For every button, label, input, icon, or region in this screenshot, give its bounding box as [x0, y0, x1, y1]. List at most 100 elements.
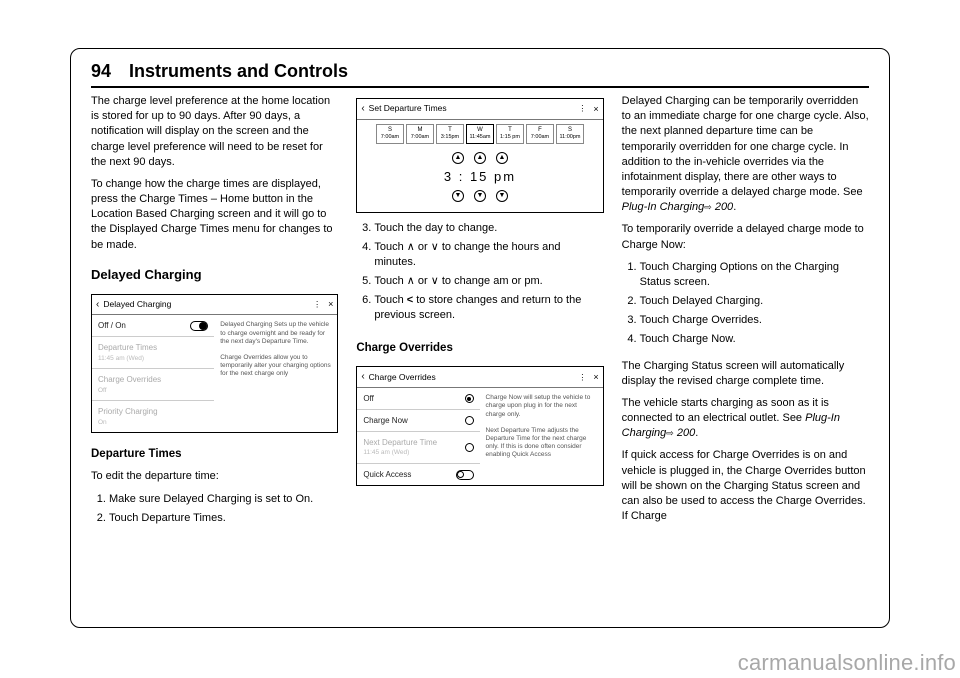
ordered-list: Touch the day to change. Touch ∧ or ∨ to…: [356, 221, 603, 328]
panel-titlebar: ‹ Set Departure Times ⋮ ×: [357, 99, 602, 120]
option-off[interactable]: Off: [357, 388, 479, 410]
page-title: Instruments and Controls: [129, 61, 348, 82]
body-text: To temporarily override a delayed charge…: [622, 222, 869, 252]
option-charge-now[interactable]: Charge Now: [357, 410, 479, 432]
panel-side-text: Charge Now will setup the vehicle to cha…: [480, 388, 603, 485]
day-letter: T: [437, 126, 463, 134]
panel-title: Set Departure Times: [369, 103, 575, 115]
body-text: The charge level preference at the home …: [91, 94, 338, 170]
radio-selected[interactable]: [465, 394, 474, 403]
panel-body: Off Charge Now Next Departure Time 11:45…: [357, 388, 602, 485]
heading-charge-overrides: Charge Overrides: [356, 341, 603, 357]
side-text: Charge Overrides allow you to temporaril…: [220, 354, 331, 378]
body-text: Delayed Charging can be temporarily over…: [622, 94, 869, 215]
watermark: carmanualsonline.info: [738, 650, 956, 676]
ampm-down-icon[interactable]: ▼: [496, 190, 508, 202]
day-cell[interactable]: T3:15pm: [436, 124, 464, 144]
day-time: 1:15 pm: [497, 134, 523, 142]
day-letter: S: [557, 126, 583, 134]
list-item: Touch ∧ or ∨ to change am or pm.: [374, 274, 603, 289]
list-item: Touch ∧ or ∨ to change the hours and min…: [374, 240, 603, 270]
menu-icon[interactable]: ⋮: [313, 299, 320, 310]
side-text: Charge Now will setup the vehicle to cha…: [486, 394, 597, 418]
day-cell[interactable]: T1:15 pm: [496, 124, 524, 144]
back-icon[interactable]: ‹: [361, 102, 364, 116]
day-cell[interactable]: W11:45am: [466, 124, 494, 144]
day-cell[interactable]: S11:00pm: [556, 124, 584, 144]
link-text: Plug-In Charging: [622, 201, 705, 213]
panel-options: Off Charge Now Next Departure Time 11:45…: [357, 388, 479, 485]
ordered-list: Touch Charging Options on the Charging S…: [622, 260, 869, 352]
link-icon: ⇨: [666, 428, 674, 438]
day-selector-row: S7:00amM7:00amT3:15pmW11:45amT1:15 pmF7:…: [357, 120, 602, 146]
close-icon[interactable]: ×: [593, 371, 598, 383]
panel-body: Off / On Departure Times 11:45 am (Wed): [92, 315, 337, 432]
panel-side-text: Delayed Charging Sets up the vehicle to …: [214, 315, 337, 432]
option-next-departure[interactable]: Next Departure Time 11:45 am (Wed): [357, 432, 479, 464]
day-cell[interactable]: M7:00am: [406, 124, 434, 144]
day-time: 11:00pm: [557, 134, 583, 142]
list-item: Touch Delayed Charging.: [640, 294, 869, 309]
minute-up-icon[interactable]: ▲: [474, 152, 486, 164]
menu-icon[interactable]: ⋮: [578, 372, 585, 383]
day-time: 11:45am: [467, 134, 493, 142]
toggle-on[interactable]: [190, 321, 208, 331]
option-sub: Off: [98, 387, 161, 396]
option-label: Off / On: [98, 320, 126, 331]
panel-set-departure-times: ‹ Set Departure Times ⋮ × S7:00amM7:00am…: [356, 98, 603, 213]
column-1: The charge level preference at the home …: [91, 94, 338, 611]
day-letter: W: [467, 126, 493, 134]
down-glyph-icon: ∨: [431, 241, 439, 253]
option-priority-charging[interactable]: Priority Charging On: [92, 401, 214, 432]
toggle-off[interactable]: [456, 470, 474, 480]
down-glyph-icon: ∨: [431, 275, 439, 287]
body-text: The Charging Status screen will automati…: [622, 359, 869, 389]
list-item: Touch < to store changes and return to t…: [374, 293, 603, 323]
day-letter: F: [527, 126, 553, 134]
radio[interactable]: [465, 416, 474, 425]
hour-down-icon[interactable]: ▼: [452, 190, 464, 202]
up-glyph-icon: ∧: [407, 275, 415, 287]
panel-title: Charge Overrides: [369, 372, 575, 384]
ordered-list: Make sure Delayed Charging is set to On.…: [91, 492, 338, 530]
radio[interactable]: [465, 443, 474, 452]
side-text: Delayed Charging Sets up the vehicle to …: [220, 321, 331, 345]
option-label: Next Departure Time: [363, 438, 437, 447]
hour-up-icon[interactable]: ▲: [452, 152, 464, 164]
option-sub: On: [98, 419, 158, 428]
day-cell[interactable]: F7:00am: [526, 124, 554, 144]
column-3: Delayed Charging can be temporarily over…: [622, 94, 869, 611]
back-icon[interactable]: ‹: [361, 370, 364, 384]
option-label: Priority Charging: [98, 407, 158, 416]
close-icon[interactable]: ×: [593, 103, 598, 115]
panel-title: Delayed Charging: [103, 299, 309, 311]
body-text: To change how the charge times are displ…: [91, 177, 338, 253]
close-icon[interactable]: ×: [328, 298, 333, 310]
option-sub: 11:45 am (Wed): [363, 449, 437, 458]
option-charge-overrides[interactable]: Charge Overrides Off: [92, 369, 214, 401]
option-departure-times[interactable]: Departure Times 11:45 am (Wed): [92, 337, 214, 369]
heading-delayed-charging: Delayed Charging: [91, 266, 338, 284]
heading-departure-times: Departure Times: [91, 447, 338, 463]
option-sub: 11:45 am (Wed): [98, 355, 157, 364]
back-icon[interactable]: ‹: [96, 298, 99, 312]
menu-icon[interactable]: ⋮: [578, 103, 585, 114]
time-display: 3 : 15 pm: [357, 168, 602, 186]
option-quick-access[interactable]: Quick Access: [357, 464, 479, 485]
ampm-up-icon[interactable]: ▲: [496, 152, 508, 164]
list-item: Touch the day to change.: [374, 221, 603, 236]
panel-titlebar: ‹ Delayed Charging ⋮ ×: [92, 295, 337, 316]
list-item: Touch Charge Now.: [640, 332, 869, 347]
list-item: Touch Charge Overrides.: [640, 313, 869, 328]
day-time: 7:00am: [527, 134, 553, 142]
option-off-on[interactable]: Off / On: [92, 315, 214, 337]
option-label: Charge Overrides: [98, 375, 161, 384]
list-item: Touch Departure Times.: [109, 511, 338, 526]
list-item: Touch Charging Options on the Charging S…: [640, 260, 869, 290]
minute-down-icon[interactable]: ▼: [474, 190, 486, 202]
day-letter: T: [497, 126, 523, 134]
column-2: ‹ Set Departure Times ⋮ × S7:00amM7:00am…: [356, 94, 603, 611]
day-cell[interactable]: S7:00am: [376, 124, 404, 144]
side-text: Next Departure Time adjusts the Departur…: [486, 427, 597, 460]
panel-options: Off / On Departure Times 11:45 am (Wed): [92, 315, 214, 432]
